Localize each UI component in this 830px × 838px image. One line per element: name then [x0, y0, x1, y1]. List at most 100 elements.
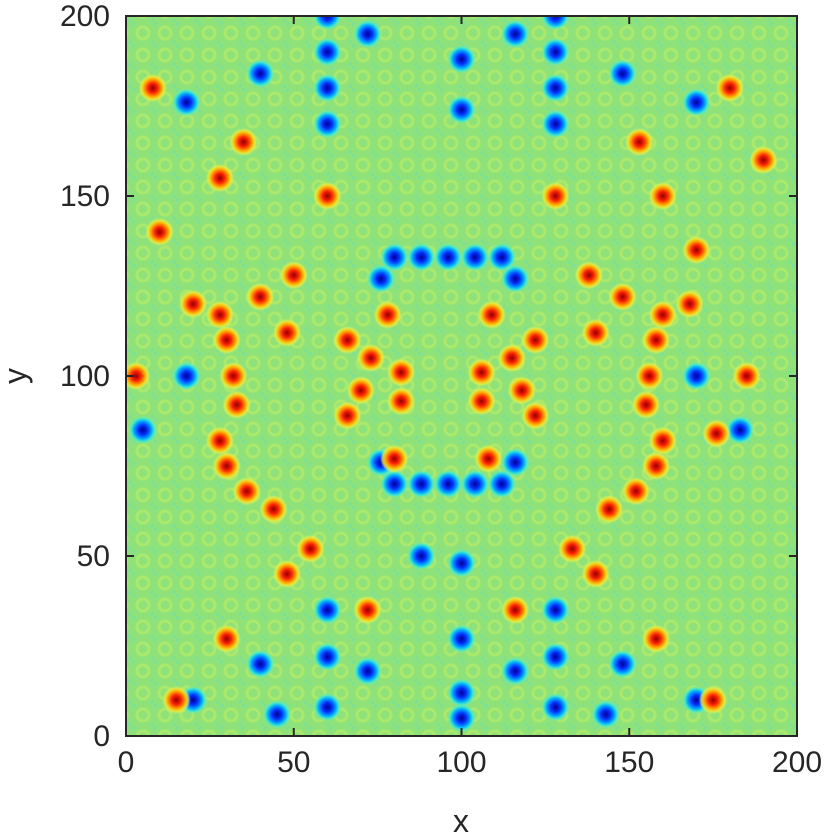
red-spot-16 — [205, 300, 234, 329]
blue-spot-21 — [541, 38, 570, 66]
red-spot-50 — [145, 218, 174, 246]
spots-layer — [126, 16, 778, 732]
red-spot-24 — [179, 290, 208, 318]
red-spot-45 — [642, 624, 671, 653]
blue-spot-19 — [313, 110, 342, 138]
red-spot-61 — [273, 560, 302, 588]
red-spot-26 — [279, 261, 308, 290]
red-spot-18 — [219, 362, 248, 390]
y-tick-label-1: 50 — [77, 540, 110, 573]
tick-labels-layer: 0 50 100 150 200 0 50 100 150 200 — [60, 0, 822, 779]
red-spot-35 — [595, 495, 624, 524]
ticks-layer — [125, 15, 798, 737]
blue-spot-1 — [407, 243, 436, 272]
red-spot-4 — [346, 376, 375, 405]
blue-spot-2 — [434, 243, 463, 272]
blue-spot-43 — [246, 650, 275, 678]
blue-spot-51 — [128, 416, 157, 444]
red-spot-51 — [205, 164, 234, 192]
blue-spot-20 — [541, 16, 570, 30]
blue-spot-8 — [407, 470, 436, 498]
red-spot-47 — [699, 686, 728, 714]
red-spot-1 — [373, 300, 402, 329]
red-spot-19 — [222, 390, 251, 419]
red-spot-6 — [356, 344, 385, 372]
red-spot-40 — [296, 534, 325, 563]
red-spot-53 — [541, 182, 570, 210]
blue-spot-28 — [246, 59, 275, 88]
red-spot-3 — [521, 326, 550, 354]
blue-spot-5 — [366, 264, 395, 293]
blue-spot-30 — [172, 88, 201, 117]
red-spot-44 — [212, 624, 241, 653]
red-spot-23 — [259, 495, 288, 524]
red-spot-49 — [648, 182, 677, 210]
red-spot-7 — [497, 344, 526, 372]
blue-spot-52 — [725, 416, 754, 444]
red-spot-39 — [581, 318, 610, 347]
blue-spot-0 — [380, 243, 409, 272]
red-spot-5 — [507, 376, 536, 405]
red-spot-8 — [387, 358, 416, 387]
red-spot-63 — [702, 419, 731, 448]
red-spot-37 — [608, 282, 637, 311]
red-spot-32 — [648, 426, 677, 455]
red-spot-29 — [642, 326, 671, 354]
blue-spot-40 — [447, 624, 476, 653]
red-spot-59 — [732, 362, 761, 390]
red-spot-46 — [162, 686, 191, 714]
red-spot-2 — [477, 300, 506, 329]
blue-spot-22 — [541, 74, 570, 102]
red-spot-31 — [632, 390, 661, 419]
blue-spot-13 — [501, 448, 530, 477]
red-spot-54 — [229, 128, 258, 156]
red-spot-20 — [205, 426, 234, 455]
blue-spot-14 — [172, 362, 201, 390]
blue-spot-3 — [460, 243, 489, 272]
red-spot-10 — [387, 387, 416, 416]
red-spot-38 — [574, 261, 603, 290]
blue-spot-34 — [313, 693, 342, 722]
red-spot-28 — [648, 300, 677, 329]
blue-spot-39 — [501, 657, 530, 686]
red-spot-11 — [467, 387, 496, 416]
red-spot-41 — [558, 534, 587, 563]
blue-spot-25 — [501, 20, 530, 48]
red-spot-58 — [749, 146, 778, 174]
red-spot-42 — [353, 596, 382, 624]
red-spot-60 — [126, 362, 151, 390]
y-tick-label-2: 100 — [60, 360, 110, 393]
blue-spot-36 — [541, 642, 570, 671]
red-spot-0 — [333, 326, 362, 354]
red-spot-22 — [232, 477, 261, 506]
blue-spot-33 — [313, 642, 342, 671]
blue-spot-32 — [313, 596, 342, 624]
blue-spot-38 — [353, 657, 382, 686]
x-tick-label-1: 50 — [277, 746, 310, 779]
red-spot-30 — [635, 362, 664, 390]
x-tick-label-0: 0 — [118, 746, 135, 779]
blue-spot-44 — [608, 650, 637, 678]
blue-spot-35 — [541, 596, 570, 624]
blue-spot-37 — [541, 693, 570, 722]
blue-spot-31 — [682, 88, 711, 117]
blue-spot-23 — [541, 110, 570, 138]
red-spot-62 — [581, 560, 610, 588]
blue-spot-50 — [447, 549, 476, 578]
red-spot-12 — [333, 401, 362, 430]
red-spot-57 — [715, 74, 744, 102]
blue-spot-6 — [501, 264, 530, 293]
red-spot-33 — [642, 452, 671, 480]
blue-spot-10 — [460, 470, 489, 498]
red-spot-27 — [273, 318, 302, 347]
y-tick-label-3: 150 — [60, 180, 110, 213]
blue-spot-9 — [434, 470, 463, 498]
red-spot-14 — [380, 444, 409, 473]
blue-spot-7 — [380, 470, 409, 498]
blue-spot-26 — [447, 45, 476, 74]
red-spot-15 — [474, 444, 503, 473]
blue-spot-17 — [313, 38, 342, 66]
blue-spot-16 — [313, 16, 342, 30]
blue-spot-41 — [447, 678, 476, 707]
blue-spot-18 — [313, 74, 342, 102]
